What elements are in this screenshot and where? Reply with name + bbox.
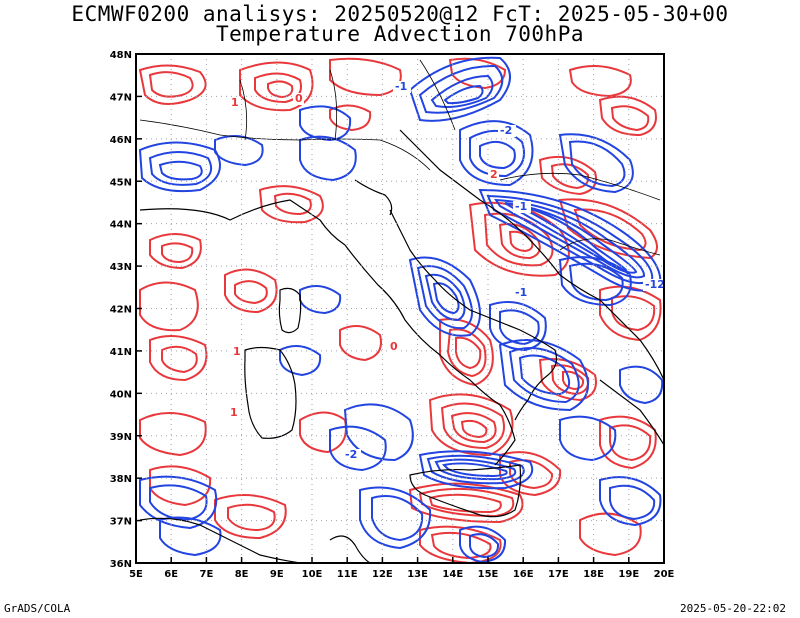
axis-ticks (135, 53, 665, 564)
contour-label-bg (643, 279, 664, 291)
footer-timestamp: 2025-05-20-22:02 (680, 602, 786, 615)
lon-label-10E: 10E (302, 569, 323, 580)
lon-label-17E: 17E (548, 569, 569, 580)
coastlines (139, 59, 664, 563)
contour-label-bg (513, 287, 531, 299)
contour-label-bg (231, 346, 242, 358)
lat-lon-grid (136, 54, 664, 563)
lon-label-18E: 18E (583, 569, 604, 580)
lat-label-37N: 37N (110, 517, 132, 528)
lon-label-19E: 19E (618, 569, 639, 580)
lat-label-39N: 39N (110, 432, 132, 443)
lon-label-11E: 11E (337, 569, 358, 580)
lon-label-20E: 20E (654, 569, 675, 580)
lon-label-14E: 14E (442, 569, 463, 580)
contour-label: 1 (231, 96, 239, 109)
contour-label-bg (498, 125, 516, 137)
contour-label: -1 (515, 286, 527, 299)
contour-label: 0 (390, 340, 398, 353)
contour-label: 1 (233, 345, 241, 358)
lat-label-40N: 40N (110, 389, 132, 400)
contour-label-bg (393, 81, 411, 93)
cold-advection-contours (138, 56, 664, 563)
footer-credit: GrADS/COLA (4, 602, 71, 615)
contour-label: -12 (645, 278, 665, 291)
lat-label-41N: 41N (110, 347, 132, 358)
lon-label-6E: 6E (164, 569, 178, 580)
lat-label-42N: 42N (110, 305, 132, 316)
lat-label-45N: 45N (110, 177, 132, 188)
lon-label-7E: 7E (200, 569, 214, 580)
title-line-1: ECMWF0200 analisys: 20250520@12 FcT: 202… (71, 2, 729, 26)
lon-label-15E: 15E (478, 569, 499, 580)
lon-label-5E: 5E (129, 569, 143, 580)
lat-label-43N: 43N (110, 262, 132, 273)
lon-label-16E: 16E (513, 569, 534, 580)
lon-label-13E: 13E (407, 569, 428, 580)
contour-label-bg (228, 407, 239, 419)
latitude-labels: 48N 47N 46N 45N 44N 43N 42N 41N 40N 39N 38N 37N 36N (110, 50, 132, 570)
lat-label-48N: 48N (110, 50, 132, 61)
contour-label-bg (388, 341, 399, 353)
contour-label: 2 (490, 168, 498, 181)
lat-label-36N: 36N (110, 559, 132, 570)
contour-label: 1 (230, 406, 238, 419)
lon-label-12E: 12E (372, 569, 393, 580)
contour-label: -2 (500, 124, 512, 137)
lat-label-38N: 38N (110, 474, 132, 485)
contour-label: -1 (515, 200, 527, 213)
contour-labels: 1 0 -1 -2 2 -1 1 -2 0 -1 -12 1 (228, 80, 665, 461)
lat-label-46N: 46N (110, 135, 132, 146)
title-line-2: Temperature Advection 700hPa (215, 22, 584, 46)
contour-label-bg (229, 97, 240, 109)
contour-label: -1 (395, 80, 407, 93)
contour-label-bg (293, 93, 304, 105)
contour-label: -2 (345, 448, 357, 461)
lon-label-9E: 9E (270, 569, 284, 580)
lat-label-47N: 47N (110, 92, 132, 103)
contour-label-bg (513, 201, 531, 213)
lat-label-44N: 44N (110, 220, 132, 231)
contour-label-bg (488, 169, 499, 181)
contour-label: 0 (295, 92, 303, 105)
contour-field: 1 0 -1 -2 2 -1 1 -2 0 -1 -12 1 (136, 54, 665, 563)
longitude-labels: 5E 6E 7E 8E 9E 10E 11E 12E 13E 14E 15E 16E 17E 18E 19E… (129, 569, 674, 580)
contour-label-bg (343, 449, 361, 461)
lon-label-8E: 8E (235, 569, 249, 580)
